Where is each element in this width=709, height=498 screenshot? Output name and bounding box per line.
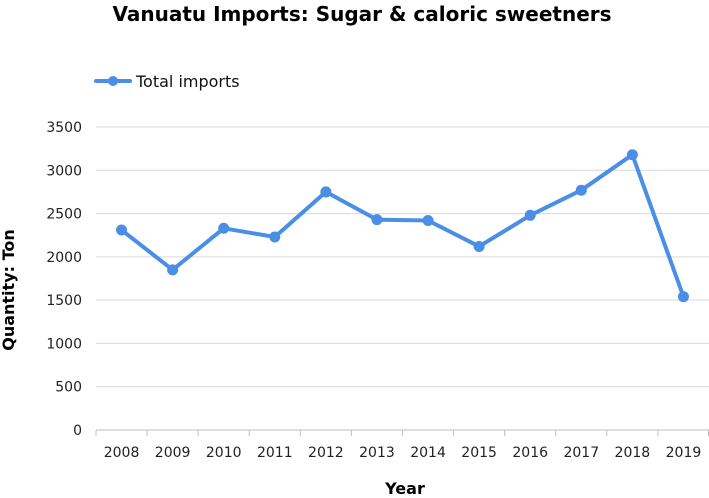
y-tick-label-2500: 2500 <box>46 207 82 223</box>
x-tick-label-2010: 2010 <box>206 445 242 461</box>
data-point-2009 <box>167 264 179 276</box>
data-point-2010 <box>218 222 230 234</box>
y-tick-label-3500: 3500 <box>46 120 82 136</box>
x-tick-label-2015: 2015 <box>461 445 497 461</box>
x-tick-label-2014: 2014 <box>410 445 446 461</box>
axes <box>95 429 709 436</box>
x-tick-label-2017: 2017 <box>563 445 599 461</box>
data-point-2013 <box>371 214 383 226</box>
y-tick-label-1500: 1500 <box>46 293 82 309</box>
x-axis-tick-labels: 2008 2009 2010 2011 2012 2013 2014 2015 2016 2017… <box>104 445 702 461</box>
data-point-2017 <box>575 184 587 196</box>
x-tick-label-2008: 2008 <box>104 445 140 461</box>
legend-point-marker <box>108 76 118 86</box>
grid-lines <box>96 126 709 388</box>
data-point-2016 <box>524 209 536 221</box>
series-line-0 <box>119 152 686 299</box>
y-tick-label-1000: 1000 <box>46 336 82 352</box>
x-tick-label-2016: 2016 <box>512 445 548 461</box>
data-point-2014 <box>422 214 434 226</box>
y-tick-label-2000: 2000 <box>46 250 82 266</box>
data-point-2015 <box>473 240 485 252</box>
data-point-2012 <box>320 186 332 198</box>
chart-title: Vanuatu Imports: Sugar & caloric sweetne… <box>112 2 611 26</box>
y-axis-title: Quantity: Ton <box>0 229 18 351</box>
y-axis-tick-labels: 0 500 1000 1500 2000 2500 3000 3500 <box>46 120 82 439</box>
x-tick-label-2018: 2018 <box>615 445 651 461</box>
y-tick-label-0: 0 <box>73 423 82 439</box>
x-axis-title: Year <box>384 479 425 498</box>
data-point-2019 <box>677 291 689 303</box>
y-tick-label-500: 500 <box>55 380 82 396</box>
x-tick-label-2009: 2009 <box>155 445 191 461</box>
data-point-2011 <box>269 231 281 243</box>
data-point-2008 <box>116 224 128 236</box>
x-tick-label-2013: 2013 <box>359 445 395 461</box>
legend-label: Total imports <box>135 72 240 91</box>
legend: Total imports <box>94 72 240 91</box>
x-tick-label-2019: 2019 <box>666 445 702 461</box>
data-point-2018 <box>626 149 638 161</box>
series-total-imports <box>116 149 689 303</box>
x-tick-label-2011: 2011 <box>257 445 293 461</box>
y-tick-label-3000: 3000 <box>46 163 82 179</box>
x-tick-label-2012: 2012 <box>308 445 344 461</box>
